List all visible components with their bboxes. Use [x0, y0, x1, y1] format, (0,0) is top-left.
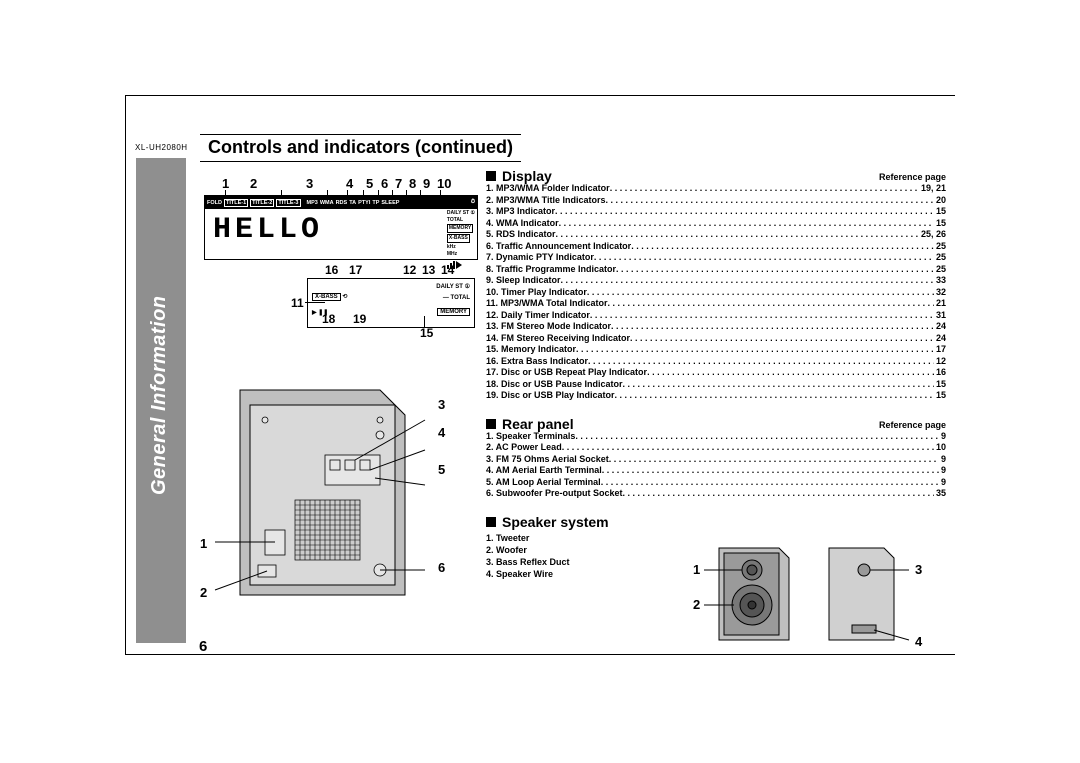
- callout-16: 16: [325, 263, 338, 277]
- display-list: 1. MP3/WMA Folder Indicator 19, 212. MP3…: [486, 183, 946, 402]
- page-title: Controls and indicators (continued): [200, 134, 521, 162]
- list-item: 2. MP3/WMA Title Indicators 20: [486, 195, 946, 207]
- list-item: 14. FM Stereo Receiving Indicator 24: [486, 333, 946, 345]
- reference-column: Display Reference page 1. MP3/WMA Folder…: [486, 168, 946, 594]
- model-number: XL-UH2080H: [135, 143, 188, 152]
- list-item: 12. Daily Timer Indicator 31: [486, 310, 946, 322]
- list-item: 1. MP3/WMA Folder Indicator 19, 21: [486, 183, 946, 195]
- list-item: 5. AM Loop Aerial Terminal 9: [486, 477, 946, 489]
- list-item: 17. Disc or USB Repeat Play Indicator 16: [486, 367, 946, 379]
- display-detail-diagram: X-BASS ⟲ ▶ ❚❚ DAILY ST ① — TOTAL MEMORY: [307, 278, 475, 328]
- list-item: 2. AC Power Lead 10: [486, 442, 946, 454]
- rear-callout-1: 1: [200, 536, 207, 551]
- rear-list: 1. Speaker Terminals 92. AC Power Lead 1…: [486, 431, 946, 500]
- list-item: 3. MP3 Indicator 15: [486, 206, 946, 218]
- rear-callout-3: 3: [438, 397, 445, 412]
- page-number: 6: [199, 638, 207, 655]
- callout-17: 17: [349, 263, 362, 277]
- display-callout-numbers: 1 2 3 4 5 6 7 8 9 10: [222, 176, 477, 191]
- spk-callout-4: 4: [915, 634, 922, 649]
- list-item: 1. Speaker Terminals 9: [486, 431, 946, 443]
- speaker-diagram: [664, 540, 914, 650]
- spk-callout-1: 1: [693, 562, 700, 577]
- list-item: 18. Disc or USB Pause Indicator 15: [486, 379, 946, 391]
- list-item: 13. FM Stereo Mode Indicator 24: [486, 321, 946, 333]
- list-item: 15. Memory Indicator 17: [486, 344, 946, 356]
- display-lcd-diagram: FOLD TITLE-1 TITLE-2 TITLE-3 MP3 WMA RDS…: [204, 195, 478, 260]
- list-item: 10. Timer Play Indicator 32: [486, 287, 946, 299]
- list-item: 5. RDS Indicator 25, 26: [486, 229, 946, 241]
- rear-callout-4: 4: [438, 425, 445, 440]
- list-item: 6. Subwoofer Pre-output Socket 35: [486, 488, 946, 500]
- list-item: 16. Extra Bass Indicator 12: [486, 356, 946, 368]
- speaker-heading: Speaker system: [486, 514, 946, 530]
- spk-callout-2: 2: [693, 597, 700, 612]
- list-item: 8. Traffic Programme Indicator 25: [486, 264, 946, 276]
- reference-page-label: Reference page: [486, 172, 946, 182]
- spk-callout-3: 3: [915, 562, 922, 577]
- callout-13: 13: [422, 263, 435, 277]
- rear-callout-2: 2: [200, 585, 207, 600]
- callout-12: 12: [403, 263, 416, 277]
- callout-14: 14: [441, 263, 454, 277]
- list-item: 4. AM Aerial Earth Terminal 9: [486, 465, 946, 477]
- callout-11: 11: [291, 296, 304, 310]
- list-item: 6. Traffic Announcement Indicator 25: [486, 241, 946, 253]
- rear-callout-5: 5: [438, 462, 445, 477]
- list-item: 9. Sleep Indicator 33: [486, 275, 946, 287]
- list-item: 19. Disc or USB Play Indicator 15: [486, 390, 946, 402]
- section-sidebar-label: General Information: [148, 295, 171, 495]
- rear-callout-6: 6: [438, 560, 445, 575]
- list-item: 4. WMA Indicator 15: [486, 218, 946, 230]
- callout-15: 15: [420, 326, 433, 340]
- list-item: 7. Dynamic PTY Indicator 25: [486, 252, 946, 264]
- rear-panel-diagram: [210, 370, 435, 610]
- list-item: 3. FM 75 Ohms Aerial Socket 9: [486, 454, 946, 466]
- manual-page: XL-UH2080H Controls and indicators (cont…: [0, 0, 1080, 763]
- list-item: 11. MP3/WMA Total Indicator 21: [486, 298, 946, 310]
